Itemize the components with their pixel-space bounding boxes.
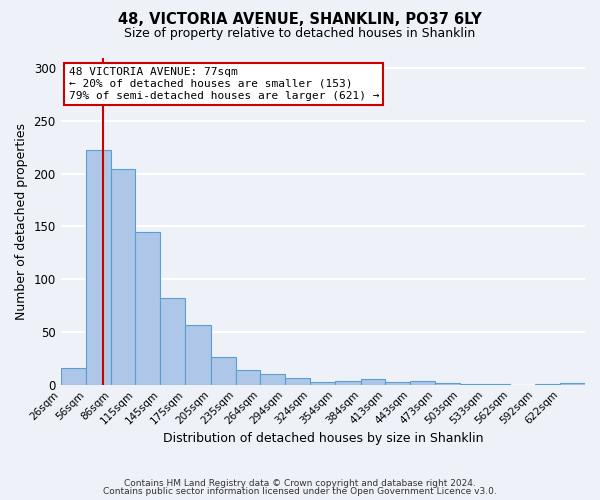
Bar xyxy=(86,150,111,384)
Bar xyxy=(285,378,310,384)
Bar xyxy=(560,382,585,384)
X-axis label: Distribution of detached houses by size in Shanklin: Distribution of detached houses by size … xyxy=(163,432,483,445)
Bar xyxy=(410,380,435,384)
Bar xyxy=(111,170,135,384)
Text: Contains public sector information licensed under the Open Government Licence v3: Contains public sector information licen… xyxy=(103,487,497,496)
Bar xyxy=(310,382,335,384)
Text: 48, VICTORIA AVENUE, SHANKLIN, PO37 6LY: 48, VICTORIA AVENUE, SHANKLIN, PO37 6LY xyxy=(118,12,482,28)
Text: 48 VICTORIA AVENUE: 77sqm
← 20% of detached houses are smaller (153)
79% of semi: 48 VICTORIA AVENUE: 77sqm ← 20% of detac… xyxy=(68,68,379,100)
Bar xyxy=(135,232,160,384)
Text: Size of property relative to detached houses in Shanklin: Size of property relative to detached ho… xyxy=(124,28,476,40)
Bar xyxy=(236,370,260,384)
Bar xyxy=(185,324,211,384)
Bar xyxy=(160,298,185,384)
Bar xyxy=(260,374,285,384)
Text: Contains HM Land Registry data © Crown copyright and database right 2024.: Contains HM Land Registry data © Crown c… xyxy=(124,478,476,488)
Y-axis label: Number of detached properties: Number of detached properties xyxy=(15,122,28,320)
Bar xyxy=(61,368,86,384)
Bar xyxy=(435,382,460,384)
Bar xyxy=(385,382,410,384)
Bar xyxy=(335,380,361,384)
Bar xyxy=(361,380,385,384)
Bar xyxy=(211,358,236,384)
